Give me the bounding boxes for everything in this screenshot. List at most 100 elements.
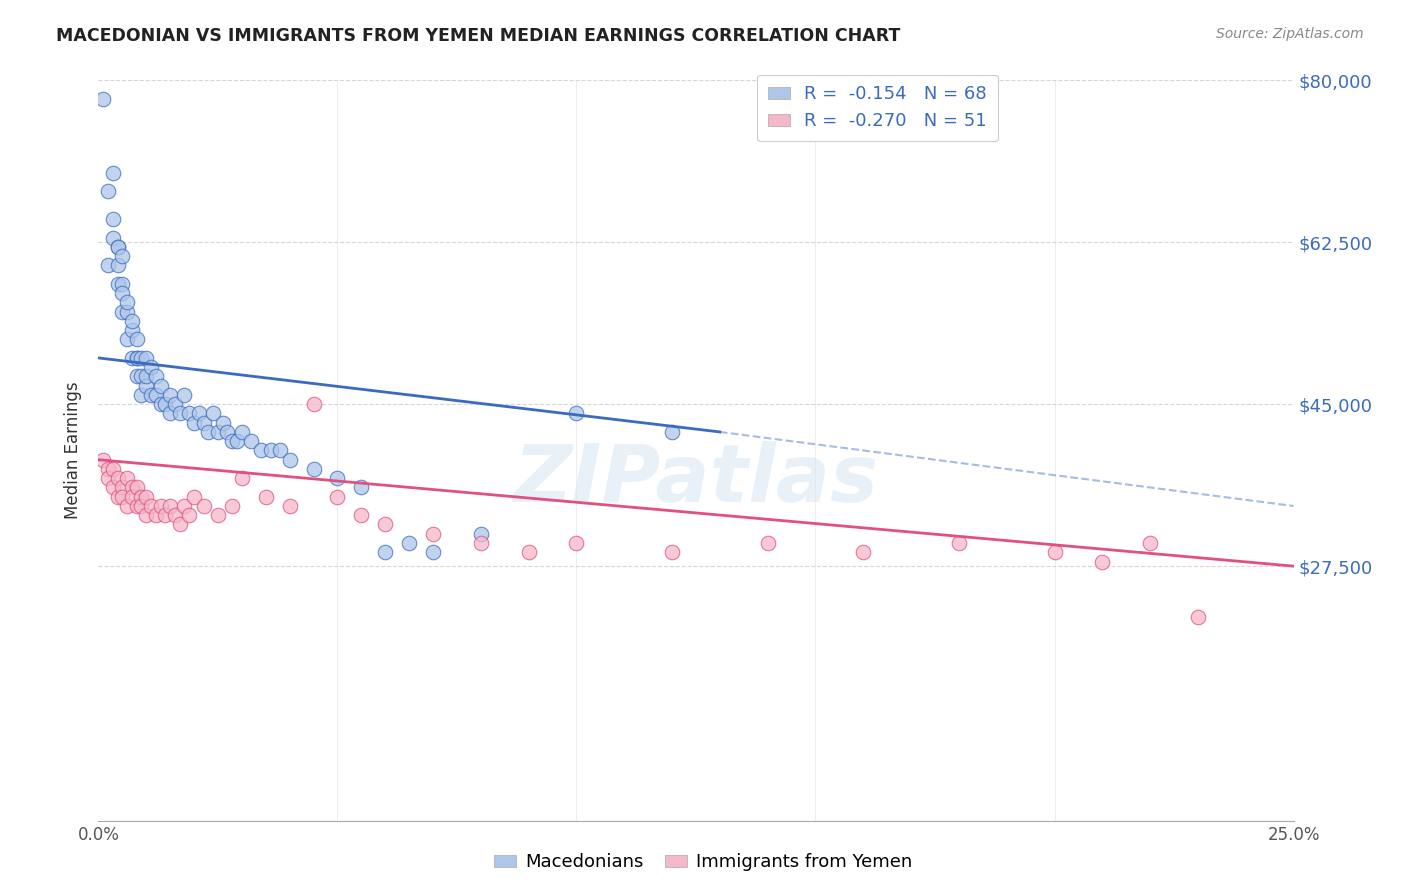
Point [115, 304, 138, 318]
Point [139, 388, 162, 402]
Point [131, 369, 153, 384]
Point [121, 480, 143, 494]
Point [149, 499, 172, 513]
Point [259, 443, 281, 458]
Point [278, 452, 301, 467]
Text: Source: ZipAtlas.com: Source: ZipAtlas.com [1216, 27, 1364, 41]
Point [217, 425, 239, 439]
Point [121, 323, 143, 337]
Point [131, 388, 153, 402]
Point [131, 490, 153, 504]
Point [135, 378, 157, 392]
Point [149, 378, 172, 392]
Point [350, 480, 373, 494]
Point [326, 471, 349, 485]
Point [115, 499, 138, 513]
Point [948, 536, 970, 550]
Point [125, 351, 148, 365]
Point [169, 407, 191, 421]
Point [207, 508, 229, 523]
Point [145, 508, 167, 523]
Point [135, 508, 157, 523]
Point [159, 407, 181, 421]
Point [145, 369, 167, 384]
Point [125, 369, 148, 384]
Point [193, 499, 215, 513]
Point [97, 471, 120, 485]
Point [326, 490, 349, 504]
Legend: R =  -0.154   N = 68, R =  -0.270   N = 51: R = -0.154 N = 68, R = -0.270 N = 51 [758, 75, 998, 141]
Point [125, 480, 148, 494]
Point [173, 499, 195, 513]
Point [302, 462, 325, 476]
Point [115, 332, 138, 346]
Point [107, 277, 129, 291]
Point [155, 397, 177, 411]
Point [756, 536, 779, 550]
Y-axis label: Median Earnings: Median Earnings [65, 382, 83, 519]
Point [97, 259, 120, 273]
Point [111, 249, 134, 263]
Point [517, 545, 540, 559]
Point [115, 471, 138, 485]
Point [226, 434, 249, 449]
Point [125, 332, 148, 346]
Point [107, 259, 129, 273]
Point [173, 388, 195, 402]
Point [121, 490, 143, 504]
Point [269, 443, 291, 458]
Point [183, 490, 205, 504]
Point [211, 416, 233, 430]
Point [183, 416, 205, 430]
Point [97, 184, 120, 198]
Legend: Macedonians, Immigrants from Yemen: Macedonians, Immigrants from Yemen [486, 847, 920, 879]
Point [254, 490, 277, 504]
Point [135, 490, 157, 504]
Point [111, 286, 134, 301]
Point [101, 480, 124, 494]
Point [101, 462, 124, 476]
Point [169, 517, 191, 532]
Point [661, 425, 683, 439]
Point [135, 351, 157, 365]
Point [107, 490, 129, 504]
Point [163, 397, 186, 411]
Point [107, 240, 129, 254]
Point [470, 536, 492, 550]
Point [139, 360, 162, 375]
Point [101, 212, 124, 227]
Point [240, 434, 263, 449]
Point [374, 517, 396, 532]
Point [278, 499, 301, 513]
Point [398, 536, 420, 550]
Point [470, 526, 492, 541]
Point [111, 304, 134, 318]
Point [107, 471, 129, 485]
Point [125, 499, 148, 513]
Point [422, 526, 444, 541]
Point [135, 369, 157, 384]
Point [131, 351, 153, 365]
Point [91, 452, 114, 467]
Point [565, 536, 588, 550]
Point [565, 407, 588, 421]
Point [115, 295, 138, 310]
Point [111, 490, 134, 504]
Point [121, 314, 143, 328]
Point [159, 388, 181, 402]
Point [374, 545, 396, 559]
Point [1043, 545, 1066, 559]
Point [111, 277, 134, 291]
Point [101, 230, 124, 244]
Point [91, 92, 114, 106]
Point [852, 545, 875, 559]
Point [302, 397, 325, 411]
Text: MACEDONIAN VS IMMIGRANTS FROM YEMEN MEDIAN EARNINGS CORRELATION CHART: MACEDONIAN VS IMMIGRANTS FROM YEMEN MEDI… [56, 27, 901, 45]
Point [250, 443, 273, 458]
Point [207, 425, 229, 439]
Point [155, 508, 177, 523]
Point [1139, 536, 1161, 550]
Point [193, 416, 215, 430]
Point [422, 545, 444, 559]
Point [187, 407, 209, 421]
